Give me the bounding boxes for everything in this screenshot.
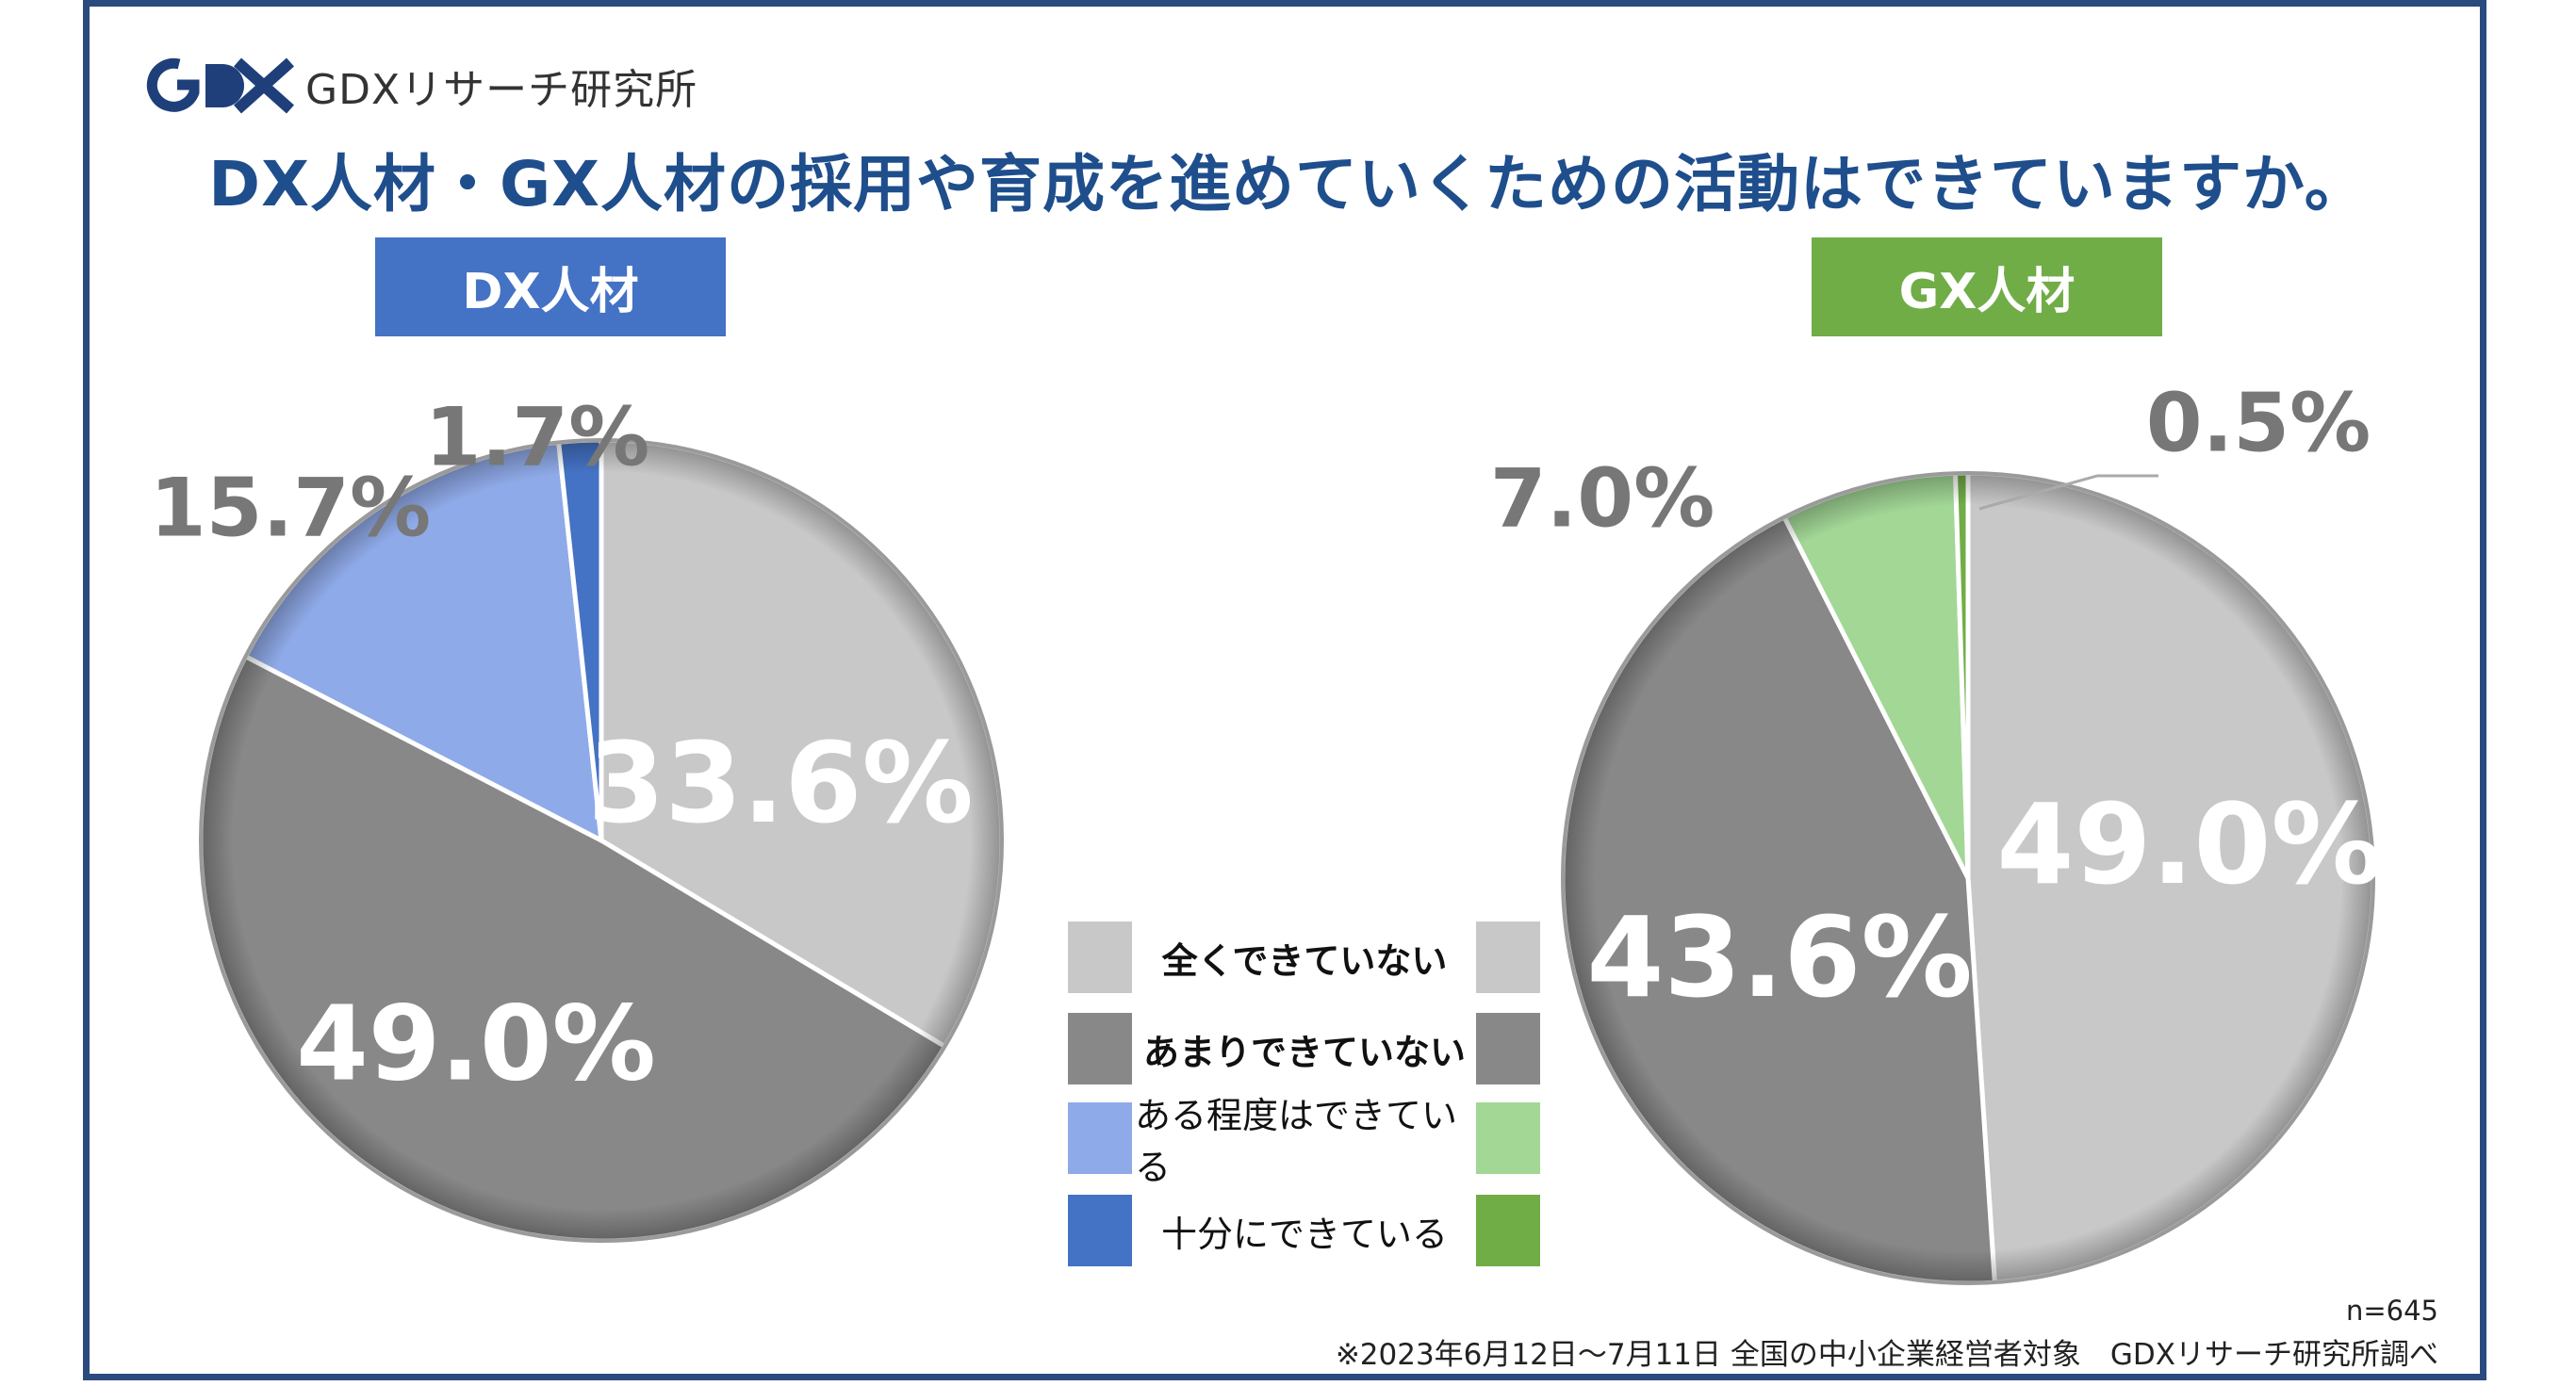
legend-swatch-dx-4 <box>1068 1195 1132 1266</box>
gx-pie-rim <box>1561 471 2375 1285</box>
legend-swatch-gx-3 <box>1476 1102 1540 1174</box>
legend-label-3: ある程度はできている <box>1135 1095 1458 1188</box>
footnote: ※2023年6月12日～7月11日 全国の中小企業経営者対象 GDXリサーチ研究… <box>1335 1338 2438 1372</box>
gx-pie: 49.0%43.6% 7.0% 0.5% <box>1490 376 2383 1286</box>
legend-label-4: 十分にできている <box>1160 1213 1448 1255</box>
gx-data-label-1: 49.0% <box>1996 779 2382 909</box>
legend-swatch-dx-1 <box>1068 921 1132 993</box>
logo-text: GDXリサーチ研究所 <box>305 66 698 114</box>
gx-leader-line <box>1978 474 2158 511</box>
gdx-logo-mark <box>146 57 294 114</box>
dx-pie-rim <box>199 438 1004 1243</box>
chart-title: DX人材・GX人材の採用や育成を進めていくための活動はできていますか。 <box>208 148 2368 220</box>
gx-data-label-2: 43.6% <box>1586 892 1972 1022</box>
gx-chart-header: GX人材 <box>1812 237 2162 336</box>
legend-swatch-gx-4 <box>1476 1195 1540 1266</box>
legend-swatch-gx-1 <box>1476 921 1540 993</box>
dx-pie: 33.6% 49.0% 15.7%1.7% <box>150 390 1005 1244</box>
sample-size: n=645 <box>2345 1295 2438 1327</box>
legend-swatch-dx-2 <box>1068 1013 1132 1084</box>
dx-data-label-1: 33.6% <box>587 718 973 848</box>
dx-chart-header: DX人材 <box>375 237 726 336</box>
legend-swatch-gx-2 <box>1476 1013 1540 1084</box>
legend-swatch-dx-3 <box>1068 1102 1132 1174</box>
dx-data-label-2: 49.0% <box>296 983 656 1103</box>
legend-label-2: あまりできていない <box>1142 1031 1466 1073</box>
dx-data-label-4: 1.7% <box>425 390 650 484</box>
gx-data-label-4: 0.5% <box>2146 376 2371 470</box>
dx-data-label-3: 15.7% <box>150 461 431 555</box>
logo: GDXリサーチ研究所 <box>145 53 697 119</box>
legend-label-1: 全くできていない <box>1161 939 1448 982</box>
gx-data-label-3: 7.0% <box>1490 451 1715 546</box>
